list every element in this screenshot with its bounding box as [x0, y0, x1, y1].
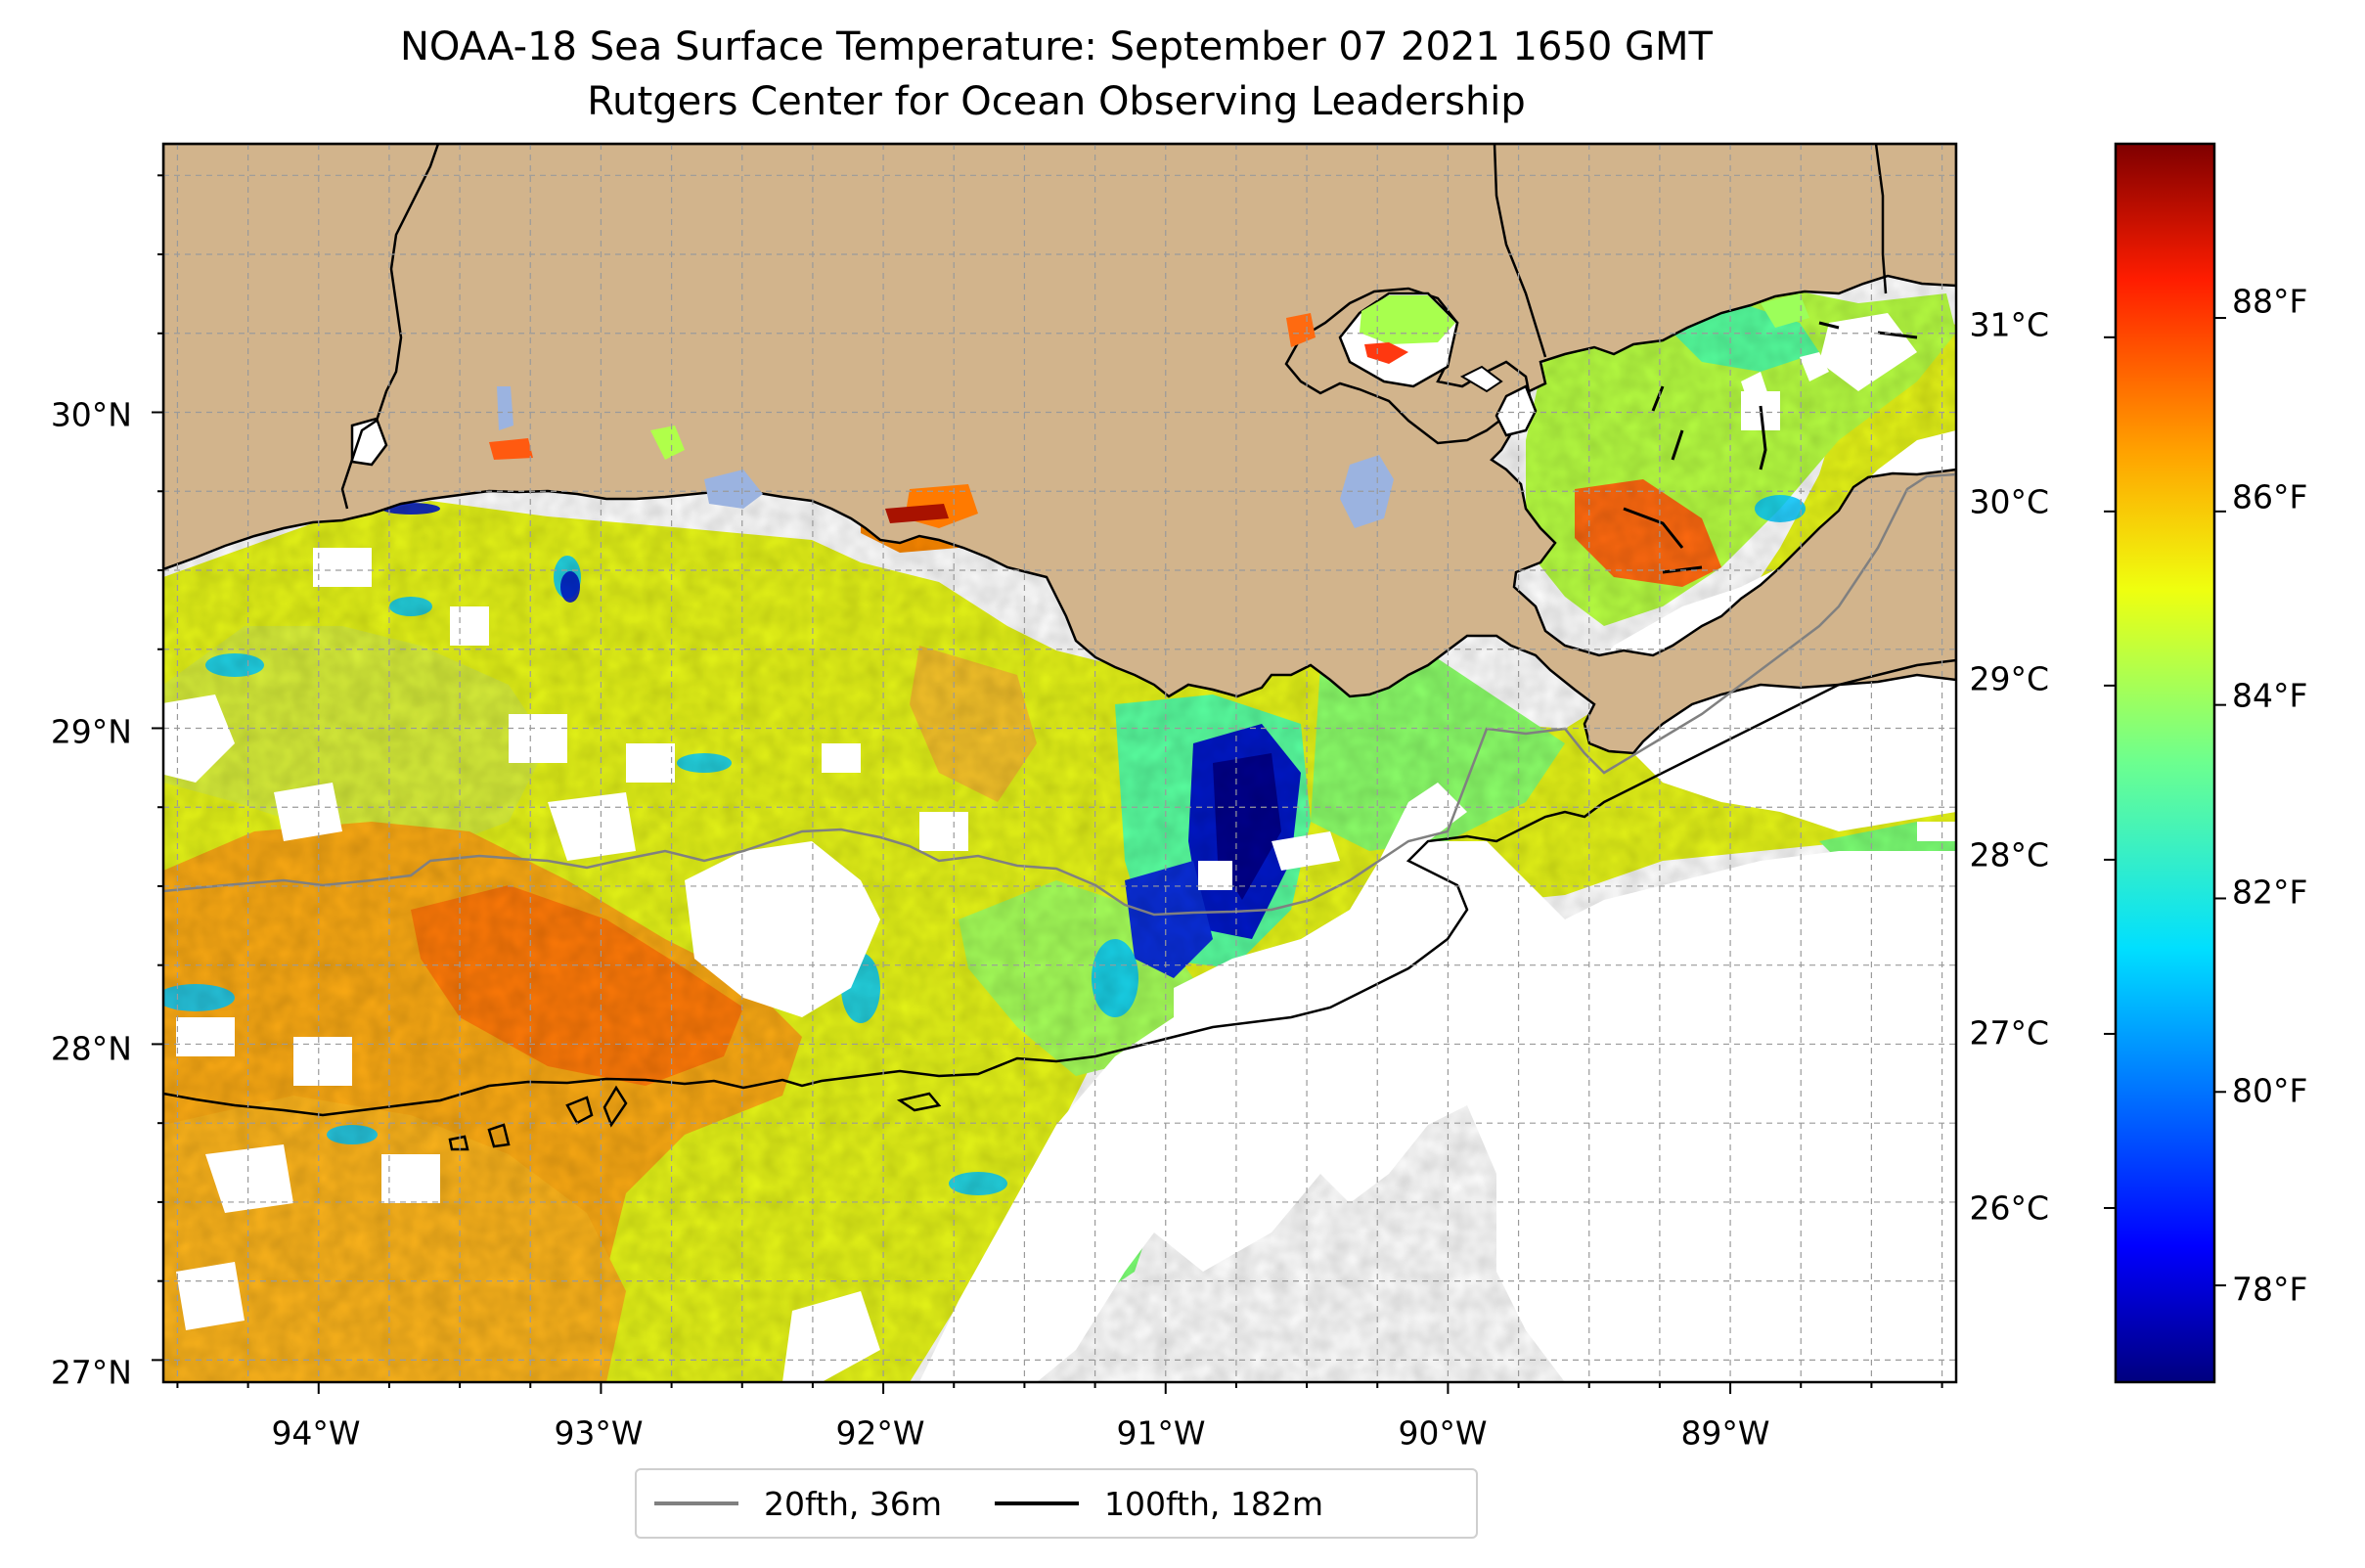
colorbar-fahrenheit-86: 86°F [2232, 478, 2307, 516]
lon-label-89w: 89°W [1680, 1414, 1769, 1453]
isobath-legend: 20fth, 36m 100fth, 182m [635, 1468, 1478, 1539]
legend-swatch-20fth [654, 1501, 738, 1505]
colorbar-fahrenheit-78: 78°F [2232, 1271, 2307, 1309]
axis-ticks [152, 174, 1943, 1394]
legend-swatch-100fth [995, 1501, 1079, 1505]
colorbar-celsius-28: 28°C [1969, 836, 2049, 874]
lon-label-93w: 93°W [554, 1414, 643, 1453]
legend-item-20fth: 20fth, 36m [654, 1485, 942, 1523]
land-mass [163, 144, 1956, 755]
colorbar-celsius-31: 31°C [1969, 306, 2049, 344]
colorbar-fahrenheit-84: 84°F [2232, 677, 2307, 715]
colorbar-fahrenheit-88: 88°F [2232, 283, 2307, 321]
colorbar-celsius-27: 27°C [1969, 1014, 2049, 1053]
lon-label-94w: 94°W [271, 1414, 360, 1453]
lon-label-91w: 91°W [1116, 1414, 1205, 1453]
colorbar-fahrenheit-80: 80°F [2232, 1072, 2307, 1110]
colorbar [2114, 142, 2216, 1384]
colorbar-ticks [2104, 317, 2226, 1287]
isobath-20fth [163, 472, 1956, 917]
map-frame [161, 142, 1958, 1384]
colorbar-celsius-29: 29°C [1969, 660, 2049, 698]
colorbar-fahrenheit-82: 82°F [2232, 874, 2307, 912]
legend-label-20fth: 20fth, 36m [764, 1484, 942, 1523]
legend-item-100fth: 100fth, 182m [995, 1485, 1323, 1523]
no-data-gaps [163, 391, 1956, 1382]
gridlines [163, 144, 1956, 1382]
lat-label-27: 27°N [51, 1354, 132, 1392]
map-subtitle: Rutgers Center for Ocean Observing Leade… [587, 79, 1526, 124]
map-title: NOAA-18 Sea Surface Temperature: Septemb… [400, 24, 1713, 69]
isobath-100fth [163, 658, 1956, 1117]
lat-label-29: 29°N [51, 713, 132, 751]
lon-label-90w: 90°W [1398, 1414, 1487, 1453]
lat-label-30: 30°N [51, 396, 132, 434]
legend-label-100fth: 100fth, 182m [1104, 1484, 1323, 1523]
colorbar-celsius-30: 30°C [1969, 483, 2049, 521]
colorbar-celsius-26: 26°C [1969, 1189, 2049, 1228]
lat-label-28: 28°N [51, 1030, 132, 1068]
map-plot-area [163, 144, 1956, 1382]
lon-label-92w: 92°W [835, 1414, 924, 1453]
